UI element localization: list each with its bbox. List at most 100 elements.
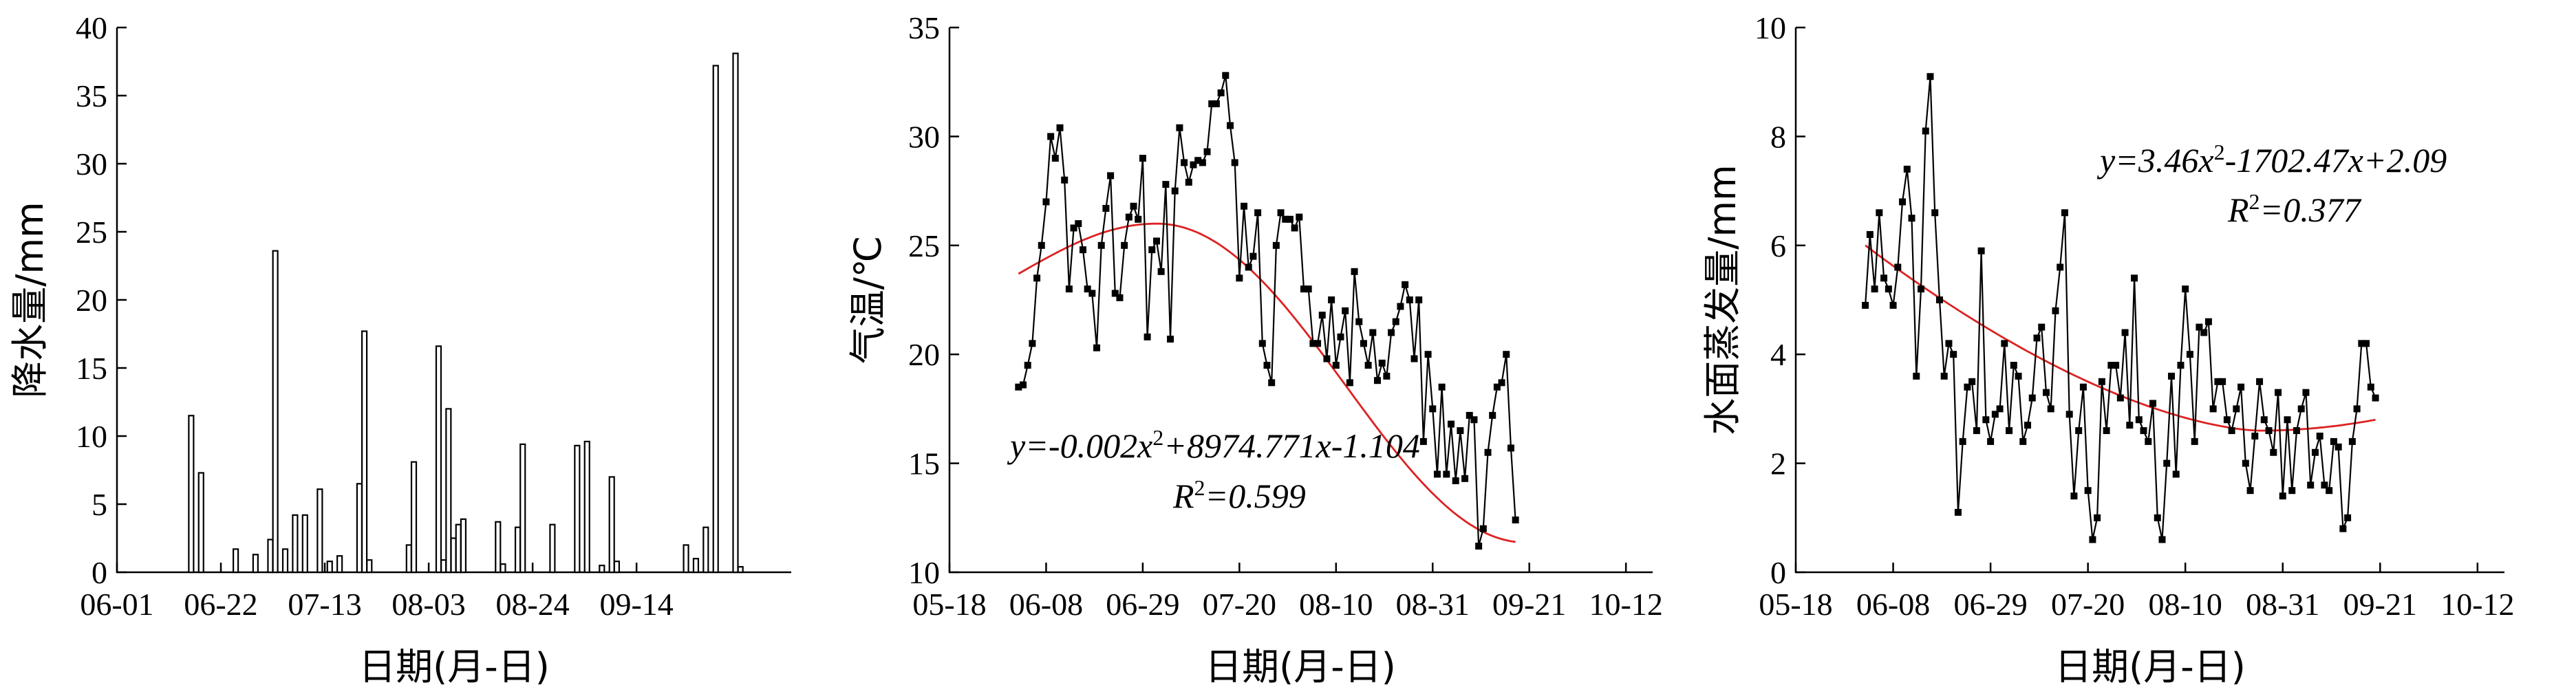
temperature-point [1392,318,1399,325]
precipitation-bar [450,537,457,574]
temperature-point [1461,475,1469,482]
evaporation-point [2121,329,2129,336]
temperature-point [1351,268,1358,275]
evaporation-point [1862,301,1869,309]
temperature-point [1268,379,1276,387]
evaporation-point [2353,405,2361,413]
temperature-y-tick-label: 15 [908,446,940,481]
temperature-y-ticks: 10 15 20 25 30 35 [908,10,959,590]
evaporation-point [1940,372,1948,380]
temperature-point [1429,405,1437,413]
temperature-point [1489,411,1496,419]
temperature-point [1286,215,1294,223]
precipitation-bar [326,561,333,574]
precipitation-bar [608,476,615,574]
temperature-y-tick-label: 20 [908,337,940,372]
temperature-point [1484,448,1492,456]
precipitation-bar [336,555,343,574]
evaporation-point [1871,285,1878,293]
temperature-point [1309,340,1317,347]
temperature-point [1457,427,1464,435]
precipitation-bar [445,408,452,574]
evaporation-point [1950,351,1957,358]
temperature-point [1245,263,1252,271]
precipitation-bar [737,565,744,574]
temperature-point [1415,296,1423,303]
precipitation-y-tick-label: 20 [76,283,107,318]
precipitation-x-ticks: 06-01 06-22 07-13 08-03 08-24 09-14 [80,563,674,622]
evaporation-point [2233,405,2240,413]
precipitation-bar [252,554,259,574]
evaporation-point [2372,394,2379,402]
precipitation-chart: 0 5 10 15 20 25 30 35 40 06-01 06-22 07-13 08-03 08-… [8,10,791,688]
evaporation-point [2270,448,2277,456]
evaporation-point [1945,340,1953,347]
evaporation-point [2251,433,2259,440]
precipitation-y-tick-label: 25 [76,215,107,250]
evaporation-point [2209,405,2217,413]
precipitation-bar [455,523,462,574]
temperature-point [1507,444,1514,452]
evaporation-point [2140,427,2147,435]
evaporation-point [2256,378,2264,385]
evaporation-point [2070,492,2078,500]
evaporation-point [2334,443,2342,451]
temperature-point [1241,202,1248,210]
precipitation-x-tick-label: 06-01 [80,587,153,622]
evaporation-point [1922,127,1929,135]
evaporation-point [1903,165,1911,173]
temperature-series-line [1018,75,1516,547]
evaporation-point [2042,389,2050,396]
evaporation-point [2358,340,2365,347]
evaporation-point [2154,514,2161,521]
temperature-point [1493,383,1501,391]
temperature-point [1020,381,1027,389]
temperature-point [1438,383,1446,391]
evaporation-point [2135,416,2143,424]
temperature-y-tick-label: 10 [908,555,940,590]
precipitation-x-tick-label: 08-03 [391,587,465,622]
temperature-y-tick-label: 35 [908,10,940,45]
evaporation-point [2098,378,2105,385]
evaporation-point [1876,209,1883,217]
evaporation-fit-r2: R2=0.377 [2227,189,2362,229]
evaporation-point [2237,383,2245,391]
temperature-point [1452,477,1459,484]
precipitation-axes [116,28,791,574]
temperature-point [1185,178,1192,186]
precipitation-bars [188,52,744,574]
temperature-point [1042,198,1050,206]
evaporation-point [2214,378,2222,385]
precipitation-bar [732,52,739,574]
precipitation-bar [410,461,418,574]
temperature-point [1075,220,1082,228]
temperature-point [1383,372,1391,380]
temperature-point [1296,213,1303,221]
temperature-point [1498,379,1505,387]
temperature-point [1102,204,1110,212]
evaporation-y-tick-label: 0 [1770,555,1786,590]
evaporation-point [2339,525,2347,532]
temperature-y-tick-label: 25 [908,228,940,263]
temperature-point [1282,215,1289,223]
temperature-point [1512,516,1519,523]
evaporation-point [2052,307,2059,314]
temperature-points [1015,72,1519,550]
precipitation-bar [599,564,605,574]
evaporation-x-tick-label: 10-12 [2440,587,2514,622]
evaporation-x-tick-label: 09-21 [2343,587,2417,622]
precipitation-bar [440,559,447,574]
evaporation-point [1894,263,1902,271]
temperature-point [1051,155,1059,162]
evaporation-point [1885,285,1892,293]
evaporation-point [1908,215,1915,222]
evaporation-x-tick-label: 05-18 [1759,587,1832,622]
temperature-point [1378,359,1386,367]
temperature-point [1314,340,1322,347]
temperature-point [1470,416,1478,424]
precipitation-y-axis-label: 降水量/mm [8,202,52,398]
evaporation-point [2019,437,2027,445]
temperature-point [1231,159,1238,166]
evaporation-point [2006,427,2013,435]
evaporation-point [1926,73,1934,80]
